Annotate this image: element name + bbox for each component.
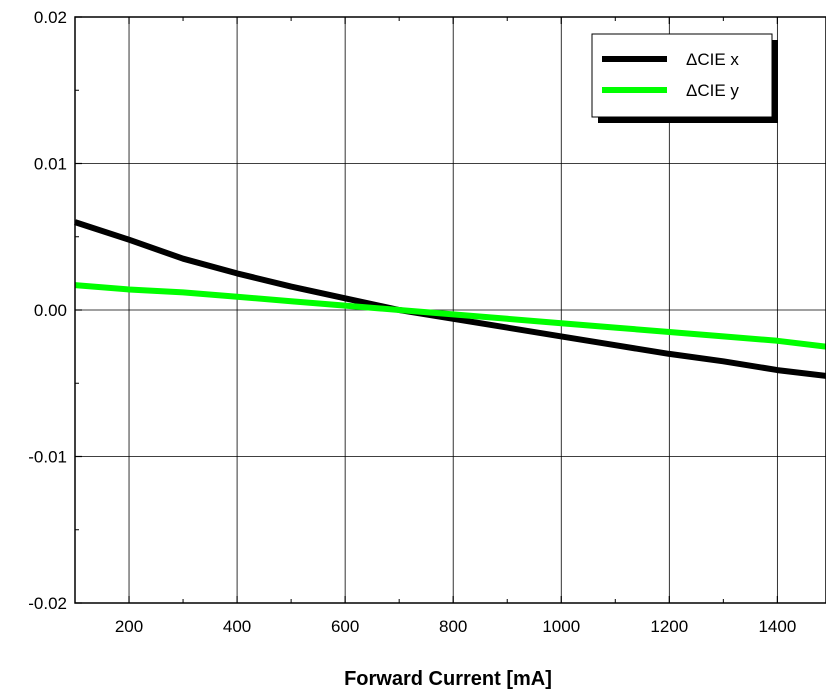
- y-tick-label: 0.00: [34, 301, 67, 320]
- x-axis-title: Forward Current [mA]: [344, 668, 552, 690]
- x-tick-label: 1400: [758, 617, 796, 636]
- x-tick-label: 1200: [650, 617, 688, 636]
- y-tick-label: -0.02: [28, 594, 67, 613]
- legend-label: ΔCIE x: [686, 50, 739, 69]
- legend-box: [592, 34, 772, 117]
- y-tick-label: 0.01: [34, 155, 67, 174]
- x-tick-label: 200: [115, 617, 143, 636]
- x-tick-label: 800: [439, 617, 467, 636]
- legend-label: ΔCIE y: [686, 81, 739, 100]
- x-tick-label: 1000: [542, 617, 580, 636]
- y-tick-labels: -0.02 -0.01 0.00 0.01 0.02: [28, 8, 67, 613]
- x-tick-label: 400: [223, 617, 251, 636]
- series-line-delta-cie-x: [75, 222, 826, 376]
- series-line-delta-cie-y: [75, 285, 826, 347]
- x-tick-labels: 200 400 600 800 1000 1200 1400: [115, 617, 796, 636]
- y-tick-label: 0.02: [34, 8, 67, 27]
- y-tick-label: -0.01: [28, 448, 67, 467]
- legend: ΔCIE x ΔCIE y: [592, 34, 778, 123]
- x-tick-label: 600: [331, 617, 359, 636]
- series-lines: [75, 222, 826, 376]
